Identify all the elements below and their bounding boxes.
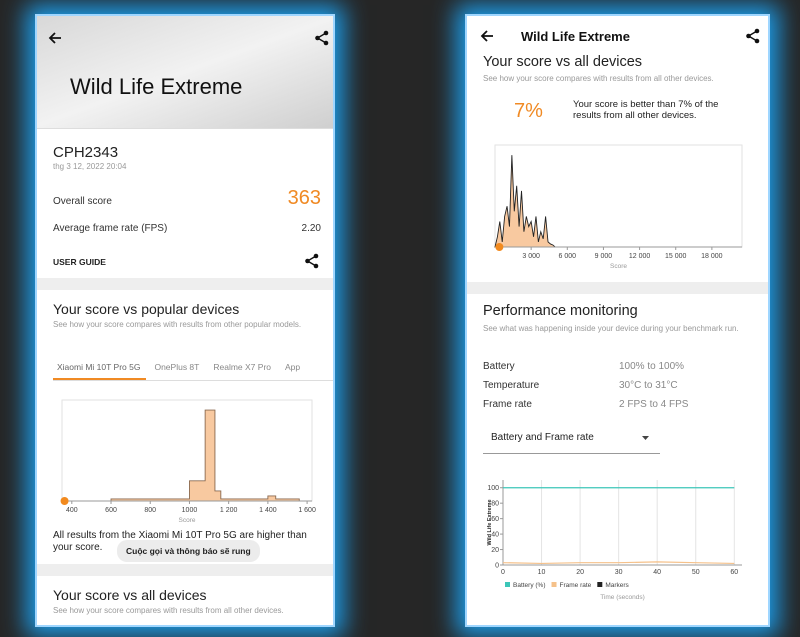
legend-swatch bbox=[597, 582, 603, 587]
tab[interactable]: App bbox=[285, 362, 301, 372]
stat-label: Frame rate bbox=[483, 399, 532, 410]
left-phone: Wild Life Extreme CPH2343 thg 3 12, 2022… bbox=[35, 14, 335, 627]
tabs: Xiaomi Mi 10T Pro 5G OnePlus 8T Realme X7 … bbox=[53, 358, 333, 381]
tab[interactable]: Xiaomi Mi 10T Pro 5G bbox=[53, 358, 147, 380]
stat-row: Frame rate 2 FPS to 4 FPS bbox=[483, 399, 763, 418]
x-tick-label: 1 400 bbox=[259, 507, 277, 514]
chart: 3 000 6 000 9 000 12 000 15 000 18 000 Score bbox=[494, 144, 743, 270]
user-guide[interactable]: USER GUIDE bbox=[53, 257, 106, 267]
x-tick-label: 6 000 bbox=[559, 253, 577, 260]
section-description: See how your score compares with results… bbox=[483, 74, 714, 83]
chart: 400 600 800 1000 1 200 1 400 1 600 Score bbox=[60, 399, 316, 522]
legend-label: Markers bbox=[605, 582, 629, 589]
back-button[interactable] bbox=[479, 28, 495, 44]
note: All results from the Xiaomi Mi 10T Pro 5… bbox=[53, 530, 307, 553]
back-button[interactable] bbox=[47, 30, 63, 46]
percentile-text: Your score is better than 7% of the resu… bbox=[573, 99, 719, 121]
legend-swatch bbox=[551, 582, 557, 587]
your-score-marker bbox=[60, 497, 69, 505]
y-tick-label: 0 bbox=[495, 563, 499, 570]
x-tick-label: 1 200 bbox=[220, 507, 238, 514]
section-description: See how your score compares with results… bbox=[53, 606, 284, 615]
y-tick-label: 100 bbox=[487, 485, 499, 492]
x-tick-label: 15 000 bbox=[665, 253, 687, 260]
x-tick-label: 40 bbox=[653, 569, 661, 576]
score-label: Overall score bbox=[53, 196, 112, 207]
x-tick-label: 1000 bbox=[182, 507, 198, 514]
x-axis-label: Score bbox=[610, 263, 627, 270]
x-axis-label: Score bbox=[179, 517, 196, 522]
x-axis-label: Time (seconds) bbox=[600, 594, 645, 601]
distribution-area bbox=[494, 155, 557, 248]
toast: Cuộc gọi và thông báo sẽ rung bbox=[117, 540, 260, 562]
y-tick-label: 80 bbox=[491, 501, 499, 508]
x-tick-label: 12 000 bbox=[629, 253, 651, 260]
header-image bbox=[37, 16, 333, 128]
stat-row: Battery 100% to 100% bbox=[483, 361, 763, 380]
y-tick-label: 60 bbox=[491, 516, 499, 523]
title: Wild Life Extreme bbox=[70, 74, 243, 99]
series-line bbox=[502, 561, 735, 565]
section-description: See what was happening inside your devic… bbox=[483, 324, 739, 333]
stat-value: 2 FPS to 4 FPS bbox=[619, 399, 689, 410]
percentile: 7% bbox=[514, 100, 543, 122]
section-title: Your score vs popular devices bbox=[53, 301, 240, 317]
fps-value: 2.20 bbox=[301, 223, 321, 234]
stats: Battery 100% to 100% Temperature 30°C to 31… bbox=[483, 361, 763, 418]
dropdown-arrow[interactable] bbox=[641, 434, 651, 442]
x-tick-label: 3 000 bbox=[522, 253, 540, 260]
x-tick-label: 30 bbox=[615, 569, 623, 576]
overall-score: 363 bbox=[287, 187, 321, 209]
distribution-area bbox=[62, 409, 300, 502]
x-tick-label: 0 bbox=[501, 569, 505, 576]
device-name: CPH2343 bbox=[53, 144, 119, 161]
x-tick-label: 400 bbox=[66, 507, 78, 514]
x-tick-label: 50 bbox=[692, 569, 700, 576]
section-description: See how your score compares with results… bbox=[53, 320, 302, 329]
chart: 0 10 20 30 40 50 60 0 20 40 60 80 100 Wild Life Extre… bbox=[487, 480, 742, 601]
share-button[interactable] bbox=[745, 28, 761, 44]
y-axis-label: Wild Life Extreme bbox=[487, 499, 493, 545]
x-tick-label: 20 bbox=[576, 569, 584, 576]
section-title: Your score vs all devices bbox=[483, 54, 643, 70]
tab[interactable]: Realme X7 Pro bbox=[213, 362, 271, 372]
x-tick-label: 600 bbox=[105, 507, 117, 514]
x-tick-label: 9 000 bbox=[595, 253, 613, 260]
fps-label: Average frame rate (FPS) bbox=[53, 223, 168, 234]
x-tick-label: 1 600 bbox=[298, 507, 316, 514]
title: Wild Life Extreme bbox=[521, 29, 630, 44]
share-button[interactable] bbox=[304, 253, 320, 269]
legend-label: Battery (%) bbox=[513, 582, 546, 589]
x-tick-label: 800 bbox=[144, 507, 156, 514]
section-title: Your score vs all devices bbox=[53, 587, 207, 603]
share-button[interactable] bbox=[314, 30, 330, 46]
date: thg 3 12, 2022 20:04 bbox=[53, 162, 127, 171]
y-tick-label: 40 bbox=[491, 532, 499, 539]
stat-value: 100% to 100% bbox=[619, 361, 685, 372]
dropdown[interactable]: Battery and Frame rate bbox=[491, 432, 594, 443]
stat-label: Battery bbox=[483, 361, 515, 372]
your-score-marker bbox=[495, 243, 504, 251]
stat-label: Temperature bbox=[483, 380, 540, 391]
section-title: Performance monitoring bbox=[483, 303, 638, 319]
legend-swatch bbox=[505, 582, 510, 587]
x-tick-label: 18 000 bbox=[701, 253, 723, 260]
x-tick-label: 60 bbox=[730, 569, 738, 576]
stat-row: Temperature 30°C to 31°C bbox=[483, 380, 763, 399]
legend-label: Frame rate bbox=[560, 582, 592, 589]
plot-frame bbox=[61, 399, 313, 502]
right-phone: Wild Life Extreme Your score vs all devi… bbox=[465, 14, 770, 627]
y-tick-label: 20 bbox=[491, 547, 499, 554]
x-tick-label: 10 bbox=[538, 569, 546, 576]
stat-value: 30°C to 31°C bbox=[619, 380, 678, 391]
tab[interactable]: OnePlus 8T bbox=[154, 362, 200, 372]
